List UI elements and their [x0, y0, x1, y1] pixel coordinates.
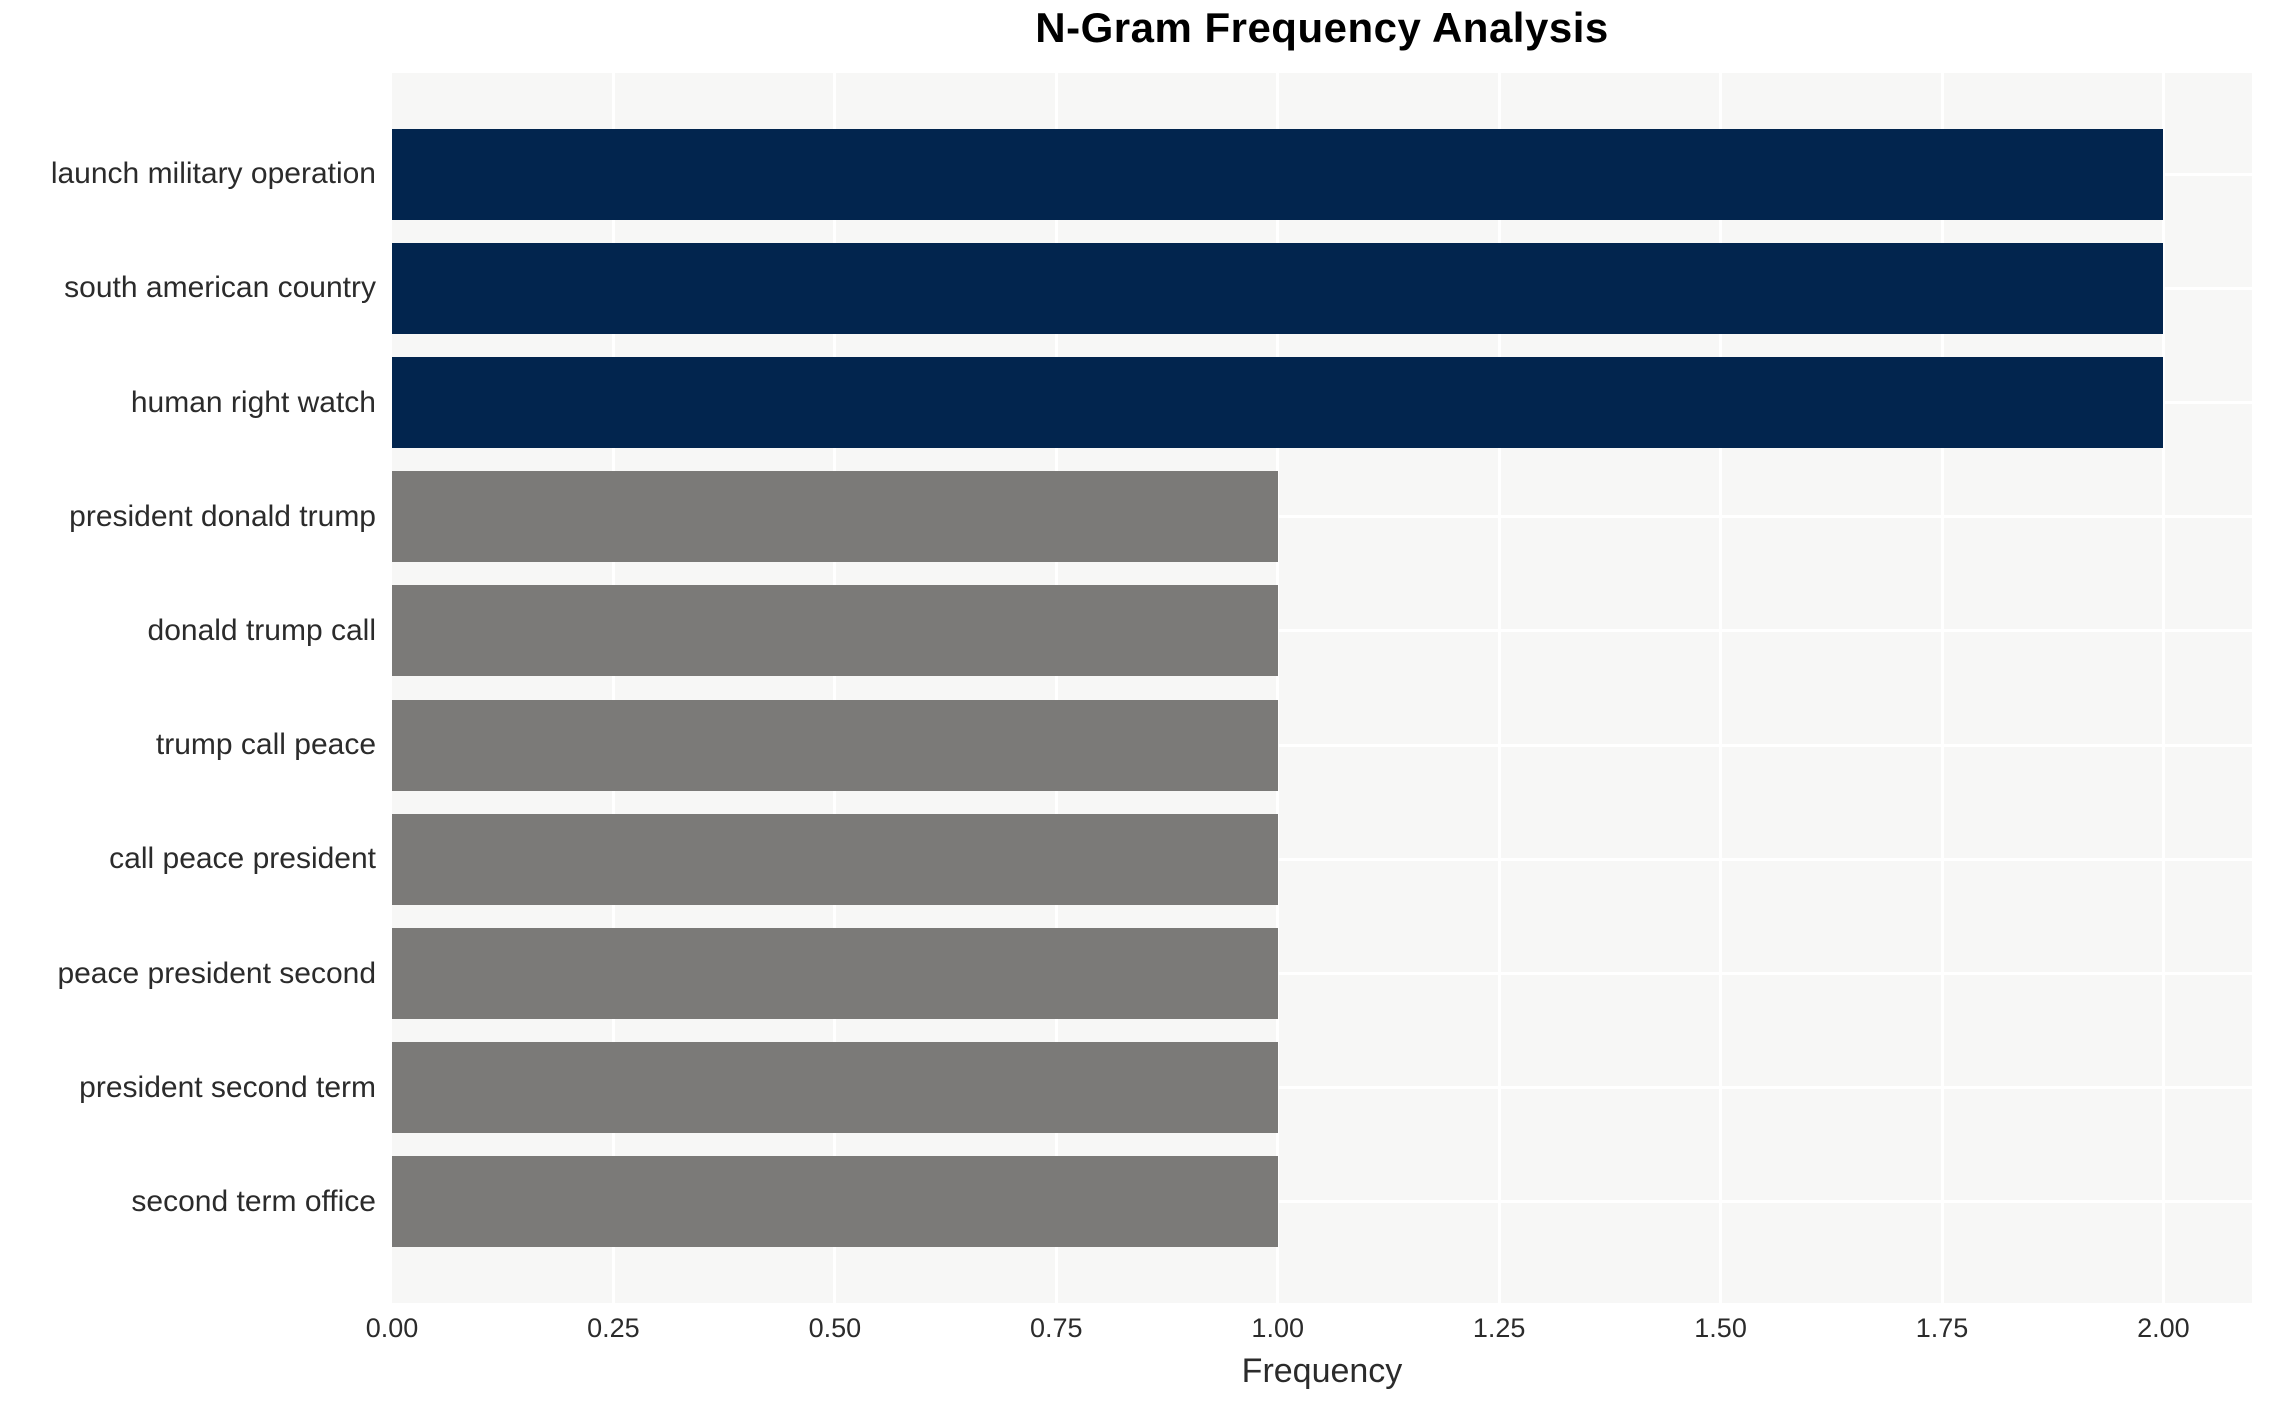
bar-peace-president-second — [392, 928, 1278, 1019]
y-gridline — [392, 857, 2252, 861]
x-tick-label: 0.75 — [1030, 1313, 1083, 1343]
x-tick-label: 1.25 — [1472, 1313, 1526, 1343]
bar-human-right-watch — [392, 357, 2164, 448]
category-label: president second term — [79, 1070, 376, 1104]
bar-donald-trump-call — [392, 585, 1278, 677]
y-gridline — [392, 1086, 2252, 1090]
x-tick-label: 0.00 — [365, 1313, 419, 1343]
category-label: call peace president — [109, 842, 376, 876]
x-axis-title: Frequency — [1241, 1352, 1403, 1390]
x-gridline-1.75 — [1940, 73, 1944, 1303]
x-gridline-0.25 — [611, 73, 615, 1303]
x-gridline-0.75 — [1054, 73, 1058, 1303]
bar-president-donald-trump — [392, 471, 1278, 563]
x-gridline-1.25 — [1497, 73, 1501, 1303]
y-gridline — [392, 515, 2252, 519]
bar-president-second-term — [392, 1042, 1278, 1134]
x-gridline-0.50 — [833, 73, 837, 1303]
bar-second-term-office — [392, 1156, 1278, 1248]
x-tick-label: 1.75 — [1915, 1313, 1969, 1343]
x-tick-label: 0.50 — [808, 1313, 862, 1343]
category-label: human right watch — [130, 385, 376, 419]
y-gridline — [392, 629, 2252, 633]
x-gridline-1.00 — [1276, 73, 1280, 1303]
x-tick-label: 2.00 — [2137, 1313, 2190, 1343]
bar-trump-call-peace — [392, 699, 1278, 791]
category-label: south american country — [64, 271, 376, 305]
y-axis-labels: launch military operation south american … — [0, 73, 376, 1303]
bar-launch-military-operation — [392, 128, 2164, 220]
x-tick-label: 0.25 — [587, 1313, 640, 1343]
chart-title: N-Gram Frequency Analysis — [1035, 4, 1609, 51]
x-axis-ticks: 0.00 0.25 0.50 0.75 1.00 1.25 1.50 1.75 2.00 — [0, 1313, 2271, 1353]
y-gridline — [392, 972, 2252, 975]
y-gridline — [392, 1200, 2252, 1204]
y-gridline — [392, 743, 2252, 747]
plot-area — [392, 73, 2252, 1303]
bar-call-peace-president — [392, 813, 1278, 905]
category-label: trump call peace — [155, 728, 376, 762]
category-label: second term office — [131, 1184, 376, 1218]
x-tick-label: 1.50 — [1694, 1313, 1747, 1343]
category-label: peace president second — [57, 956, 376, 990]
x-tick-label: 1.00 — [1251, 1313, 1304, 1343]
category-label: launch military operation — [50, 157, 376, 191]
category-label: donald trump call — [147, 613, 376, 647]
bar-south-american-country — [392, 242, 2164, 334]
x-gridline-1.50 — [1719, 73, 1723, 1303]
category-label: president donald trump — [69, 499, 376, 533]
x-gridline-2.00 — [2161, 73, 2165, 1303]
